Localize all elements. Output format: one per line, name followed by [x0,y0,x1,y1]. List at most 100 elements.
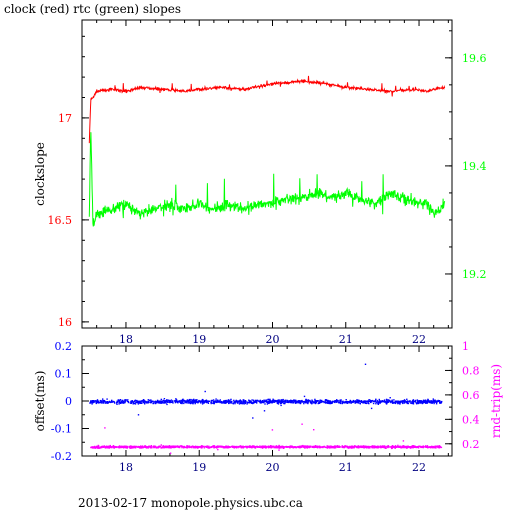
scatter-point [420,400,422,403]
scatter-point [142,399,144,402]
scatter-point [215,446,217,449]
scatter-point [311,446,313,448]
scatter-point [124,446,127,449]
scatter-point [185,402,187,404]
scatter-point [290,399,292,401]
scatter-point [170,447,172,449]
scatter-point [406,447,408,449]
scatter-point [338,445,340,447]
scatter-point [223,446,225,448]
scatter-point [385,398,388,401]
scatter-point [127,399,129,401]
scatter-point [159,446,161,448]
top-x-tick-labels: 18 19 20 21 22 [119,333,426,346]
scatter-point [276,400,278,402]
top-series-group [88,75,446,227]
scatter-point [329,400,331,403]
scatter-point [348,401,350,403]
scatter-point [172,445,174,448]
scatter-point [386,400,388,402]
scatter-point [211,446,213,448]
scatter-point [421,400,423,402]
scatter-point [230,401,232,403]
scatter-point [415,446,417,448]
scatter-point [367,447,370,449]
scatter-point [184,446,186,448]
scatter-point [100,447,102,449]
scatter-point [278,399,280,401]
scatter-point [135,401,137,404]
scatter-point [335,400,337,402]
scatter-point [318,401,320,404]
scatter-point [366,446,368,448]
scatter-point [248,401,250,403]
scatter-point [422,401,424,404]
scatter-point [413,401,415,403]
scatter-point [172,400,174,403]
scatter-point [161,402,163,404]
scatter-point [109,446,112,449]
scatter-point [137,402,139,404]
scatter-point [350,445,353,447]
scatter-point [303,395,306,398]
scatter-point [320,401,322,403]
scatter-point [402,446,404,448]
scatter-point [412,403,415,405]
scatter-point [323,401,325,403]
scatter-point [174,400,176,402]
scatter-point [352,446,354,448]
scatter-point [361,446,363,448]
scatter-point [193,400,195,403]
scatter-point [300,400,302,402]
scatter-point [418,445,421,448]
scatter-point [134,402,136,405]
scatter-point [414,399,417,402]
scatter-point [149,447,152,449]
scatter-point [406,400,409,403]
scatter-point [152,400,154,402]
scatter-point [387,399,389,401]
scatter-point [141,400,143,402]
scatter-point [327,400,329,402]
scatter-point [378,400,381,402]
scatter-point [252,417,254,419]
scatter-point [326,446,328,449]
scatter-point [431,400,433,403]
scatter-point [233,446,235,448]
scatter-point [216,401,218,404]
scatter-point [179,401,181,403]
scatter-point [260,402,263,404]
scatter-point [390,446,393,449]
scatter-point [364,446,366,448]
scatter-point [299,401,301,403]
scatter-point [308,446,310,449]
scatter-point [401,401,403,403]
scatter-point [154,402,157,405]
scatter-point [315,401,318,403]
scatter-point [165,446,167,449]
scatter-point [230,398,232,401]
scatter-point [345,446,347,448]
bottom-left-y-axis-label: offset(ms) [33,371,47,432]
scatter-point [150,399,152,401]
scatter-point [232,446,234,448]
scatter-point [381,445,383,447]
scatter-point [399,445,401,448]
scatter-point [227,445,230,448]
scatter-point [268,402,270,404]
scatter-point [350,446,353,448]
scatter-point [392,402,394,404]
scatter-point [303,402,305,405]
scatter-point [191,445,193,448]
scatter-point [124,399,126,401]
scatter-point [328,446,331,448]
scatter-point [340,399,342,401]
scatter-point [191,402,193,404]
scatter-point [276,446,278,449]
scatter-point [227,399,230,401]
scatter-point [221,446,224,448]
scatter-point [392,401,394,403]
scatter-point [201,398,204,401]
scatter-point [273,446,275,448]
scatter-point [110,401,113,403]
